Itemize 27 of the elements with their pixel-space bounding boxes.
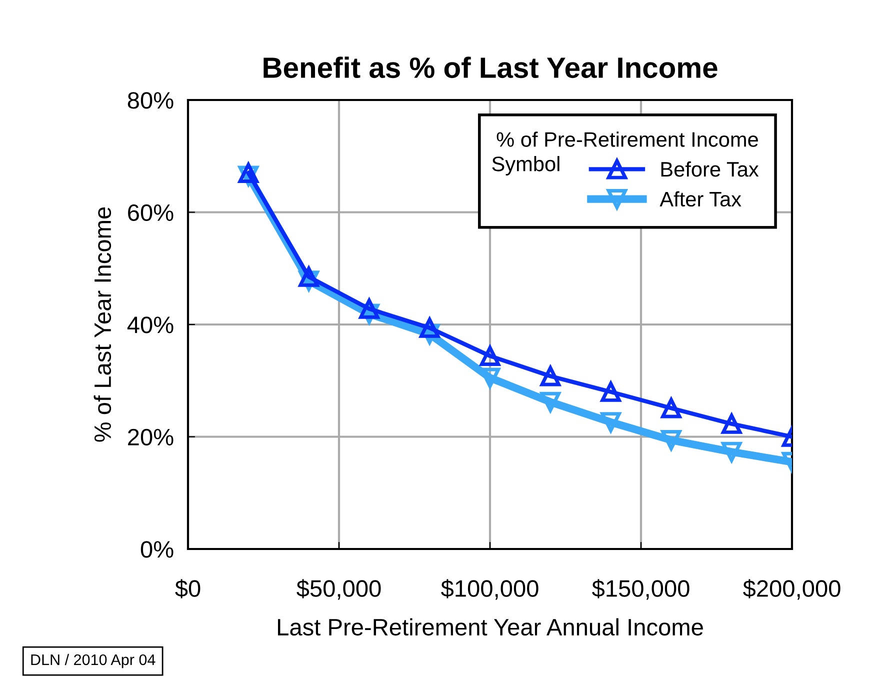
point	[722, 414, 742, 434]
annotation: Symbol	[492, 156, 560, 176]
legend-title: % of Pre-Retirement Income	[496, 132, 758, 147]
x-tick-label: $50,000	[296, 579, 381, 600]
point	[600, 412, 621, 432]
chart-title: Benefit as % of Last Year Income	[264, 56, 718, 78]
x-tick-label: $150,000	[592, 579, 690, 600]
x-tick-label: $100,000	[441, 579, 538, 600]
point	[661, 430, 682, 450]
x-axis-title: Last Pre-Retirement Year Annual Income	[278, 618, 703, 636]
point	[600, 382, 621, 402]
point	[420, 318, 440, 338]
point	[540, 392, 560, 412]
y-tick-label: 40%	[127, 316, 174, 334]
legend-label: Before Tax	[661, 161, 759, 177]
y-tick-label: 60%	[128, 204, 174, 222]
y-tick-label: 80%	[128, 92, 174, 109]
y-axis-title: % of Last Year Income	[94, 207, 112, 442]
point	[298, 266, 319, 287]
y-tick-label: 0%	[140, 541, 174, 558]
x-tick-label: $0	[175, 579, 200, 598]
legend-label: After Tax	[660, 191, 742, 207]
text: DLN / 2010 Apr 04	[31, 654, 156, 668]
point	[480, 346, 500, 366]
x-tick-label: $200,000	[743, 579, 840, 600]
y-tick-label: 20%	[128, 428, 174, 446]
point	[359, 298, 380, 319]
